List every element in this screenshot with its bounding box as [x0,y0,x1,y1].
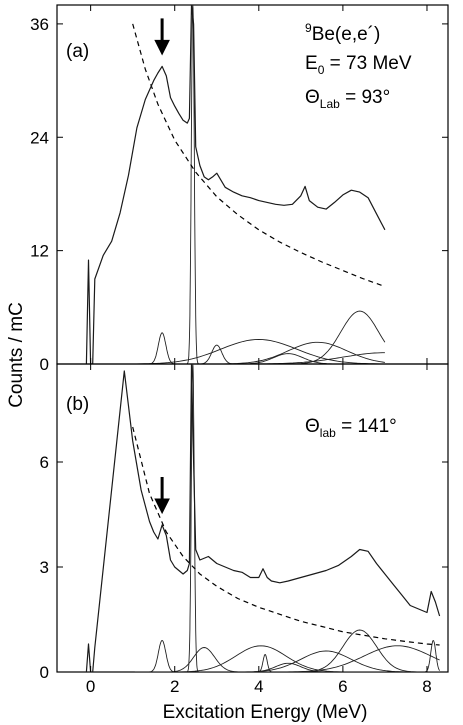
background-fit-line [132,23,386,288]
fit-component-line [191,344,242,364]
fit-component-line [134,645,387,672]
fit-component-line [185,5,201,364]
beam-energy-label: E0 = 73 MeV [305,53,412,77]
y-tick-label: 36 [30,15,49,34]
y-tick-label: 0 [40,355,49,374]
fit-component-line [265,310,386,364]
panel-b: 0 3 6 (b) Θlab = 141° [40,363,449,682]
x-tick-label: 6 [338,677,347,696]
fit-component-line [69,338,385,364]
fit-component-line [420,639,440,672]
reaction-label: 9Be(e,e´) [305,21,380,45]
x-tick-label: 0 [86,677,95,696]
fit-component-line [199,650,440,672]
scattering-angle-label: ΘLab = 93° [305,87,390,111]
measured-spectrum-line [85,5,386,364]
panel-a: 0 12 24 36 (a) 9Be(e,e´) E0 = 73 MeV ΘLab = 93° [30,4,449,374]
fit-component-line [214,353,362,364]
fit-component-line [143,332,181,364]
scattering-angle-label: Θlab = 141° [305,416,397,440]
background-fit-line [132,426,440,646]
arrow-icon [154,39,170,56]
y-tick-label: 24 [30,128,49,147]
measured-spectrum-line [85,364,441,672]
y-tick-label: 3 [40,558,49,577]
panel-label: (b) [66,394,89,415]
y-tick-label: 0 [40,663,49,682]
x-tick-label: 2 [170,677,179,696]
x-axis: 0 2 4 6 8 [86,677,432,696]
y-axis-title: Counts / mC [6,302,27,408]
x-axis-title: Excitation Energy (MeV) [163,702,368,723]
y-tick-label: 12 [30,242,49,261]
y-tick-label: 6 [40,453,49,472]
fit-component-line [225,662,352,672]
panel-label: (a) [66,41,89,62]
panel-frame [56,363,449,673]
x-tick-label: 8 [422,677,431,696]
fit-component-line [229,645,440,672]
fit-component-line [143,640,181,672]
x-tick-label: 4 [254,677,263,696]
fit-component-line [275,629,440,672]
fit-component-line [170,341,385,364]
plot-area [85,364,441,672]
arrow-icon [154,498,170,515]
